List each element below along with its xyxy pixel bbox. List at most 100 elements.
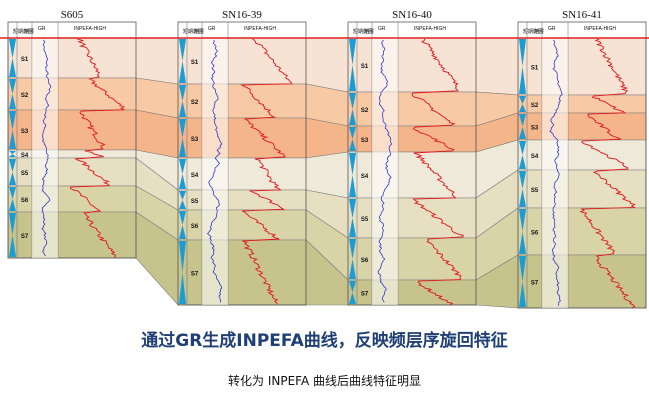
layer-label: S3	[191, 137, 199, 143]
figure-subcaption: 转化为 INPEFA 曲线后曲线特征明显	[228, 374, 421, 388]
layer-label: S2	[531, 103, 539, 109]
cycle-triangle	[519, 281, 526, 307]
layer-label: S6	[21, 198, 29, 204]
cycle-triangle	[519, 141, 526, 155]
inpefa-curve	[411, 38, 464, 306]
cycle-triangle	[179, 174, 186, 189]
inpefa-column-header: INPEFA-HIGH	[584, 26, 616, 32]
cycle-triangle	[519, 104, 526, 112]
cycle-triangle	[349, 199, 356, 218]
cycle-triangle	[9, 235, 16, 257]
well-name: SN16-41	[562, 9, 602, 21]
cycle-triangle	[9, 154, 16, 157]
cycle-triangle	[349, 153, 356, 175]
cycle-triangle	[349, 65, 356, 91]
layer-label: S2	[21, 93, 29, 99]
inpefa-column-header: INPEFA-HIGH	[414, 26, 446, 32]
cycle-column-header: 短期旋回	[183, 28, 203, 35]
well-name: SN16-39	[222, 9, 262, 21]
inpefa-column-header: INPEFA-HIGH	[244, 26, 276, 32]
cycle-triangle	[9, 187, 16, 199]
cycle-triangle	[349, 175, 356, 197]
cycle-triangle	[179, 61, 186, 83]
cycle-triangle	[349, 259, 356, 279]
gr-column-header: GR	[38, 26, 46, 32]
cycle-column-header: 短期旋回	[13, 28, 33, 35]
gr-curve	[377, 39, 393, 303]
cycle-triangle	[9, 111, 16, 130]
cycle-triangle	[179, 101, 186, 117]
cycle-triangle	[9, 94, 16, 109]
gr-curve	[207, 39, 223, 303]
cycle-triangle	[179, 200, 186, 209]
cycle-triangle	[519, 155, 526, 169]
gr-track	[32, 38, 58, 258]
layer-label: S2	[191, 100, 199, 106]
cycle-column-header: 短期旋回	[353, 28, 373, 35]
cycle-triangle	[179, 119, 186, 138]
layer-label: S7	[191, 272, 199, 278]
layer-label: S1	[531, 66, 539, 72]
cycle-triangle	[179, 191, 186, 200]
cycle-triangle	[349, 93, 356, 109]
layer-label: S7	[361, 292, 369, 298]
layer-label: S6	[531, 231, 539, 237]
cycle-triangle	[179, 85, 186, 101]
layer-label: S4	[21, 153, 29, 159]
layer-label: S4	[361, 174, 369, 180]
layer-label: S3	[531, 126, 539, 132]
cycle-triangle	[9, 58, 16, 77]
layer-label: S1	[21, 57, 29, 63]
stack-column-header: 地层	[24, 28, 34, 35]
well-name: S605	[61, 9, 84, 21]
cycle-triangle	[179, 272, 186, 304]
cycle-triangle	[349, 139, 356, 151]
cycle-triangle	[519, 39, 526, 67]
layer-label: S4	[531, 154, 539, 160]
layer-label: S7	[21, 234, 29, 240]
layer-label: S1	[191, 60, 199, 66]
cycle-triangle	[349, 109, 356, 125]
cycle-triangle	[9, 159, 16, 172]
gr-curve	[549, 39, 563, 306]
stack-column-header: 地层	[534, 28, 544, 35]
cycle-triangle	[9, 213, 16, 235]
cycle-column-header: 短期旋回	[523, 28, 543, 35]
cycle-triangle	[519, 189, 526, 207]
cycle-triangle	[349, 218, 356, 237]
layer-label: S7	[531, 281, 539, 287]
inpefa-curve	[69, 38, 125, 259]
cycle-triangle	[9, 199, 16, 211]
cycle-triangle	[9, 79, 16, 94]
figure-caption: 通过GR生成INPEFA曲线，反映频层序旋回特征	[141, 331, 508, 351]
cycle-triangle	[9, 130, 16, 149]
layer-label: S6	[361, 258, 369, 264]
cycle-triangle	[179, 241, 186, 273]
cycle-triangle	[179, 159, 186, 174]
layer-label: S3	[361, 138, 369, 144]
cycle-triangle	[9, 39, 16, 58]
cycle-triangle	[349, 39, 356, 65]
cycle-triangle	[179, 225, 186, 239]
cycle-triangle	[179, 211, 186, 225]
layer-label: S3	[21, 129, 29, 135]
cycle-triangle	[519, 114, 526, 127]
cycle-triangle	[349, 127, 356, 139]
gr-column-header: GR	[548, 26, 556, 32]
cycle-triangle	[9, 151, 16, 154]
cycle-triangle	[519, 126, 526, 139]
layer-label: S4	[191, 173, 199, 179]
layer-label: S5	[531, 188, 539, 194]
cycle-triangle	[9, 172, 16, 185]
layer-label: S5	[21, 171, 29, 177]
cycle-triangle	[179, 138, 186, 157]
gr-curve	[41, 39, 52, 257]
stack-column-header: 地层	[364, 28, 374, 35]
well-name: SN16-40	[392, 9, 432, 21]
cycle-triangle	[519, 209, 526, 232]
